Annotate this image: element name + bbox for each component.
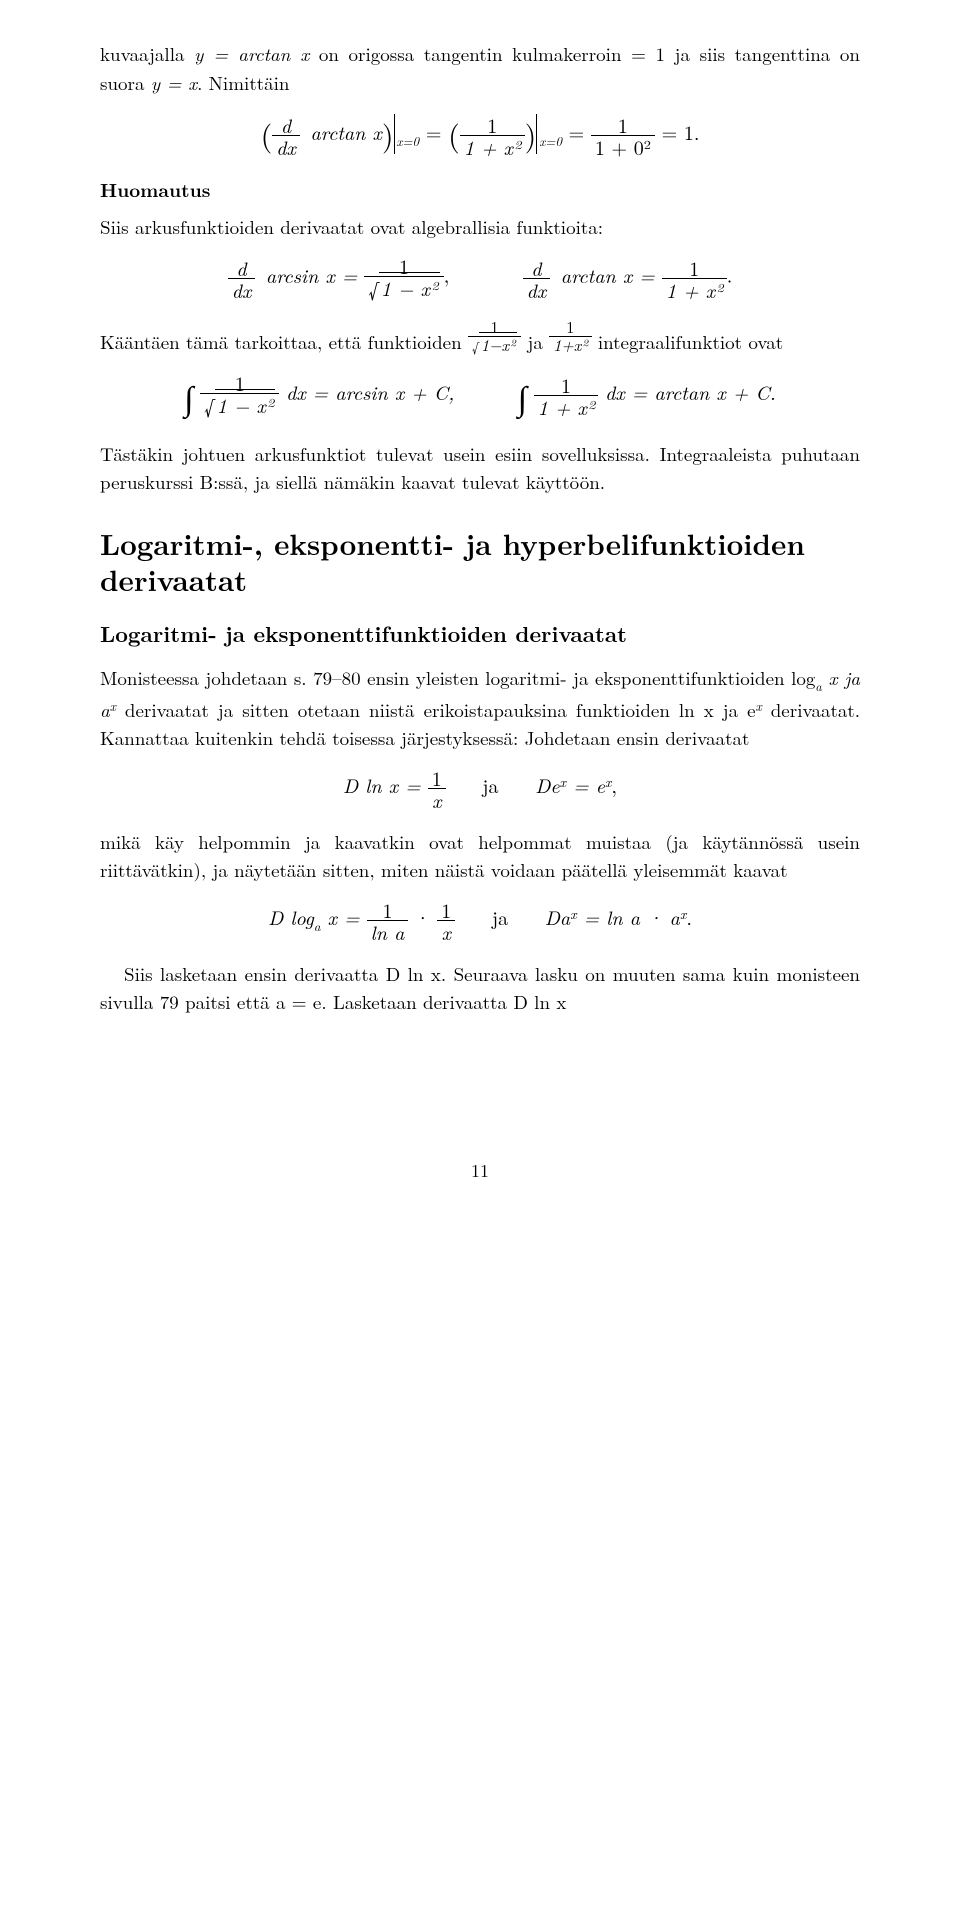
- eq1-den2: 1 + 0²: [591, 136, 655, 157]
- eq2a-arcsin: arcsin x =: [266, 260, 365, 289]
- para1-math-2: y = x: [151, 69, 197, 96]
- paragraph-1: kuvaajalla y = arctan x on origossa tang…: [100, 40, 860, 97]
- para6-text: mikä käy helpommin ja kaavatkin ovat hel…: [100, 828, 860, 884]
- eq1-arctan: arctan x: [310, 117, 381, 146]
- eq3a-sqrt: 1 − x²: [215, 389, 276, 419]
- eq4-den: x: [428, 789, 446, 810]
- eq4-comma: ,: [611, 770, 617, 799]
- section-title-text: Logaritmi-, eksponentti- ja hyperbelifun…: [100, 522, 805, 600]
- equation-3: ∫ 1√1 − x² dx = arcsin x + C, ∫ 11 + x² …: [100, 371, 860, 422]
- eq2a-dx: dx: [228, 279, 256, 300]
- para7-text: Siis lasketaan ensin derivaatta D ln x. …: [100, 960, 860, 1016]
- inline-frac2-den: 1+x²: [549, 337, 591, 354]
- eq5-sub-a: a: [314, 916, 321, 935]
- huomautus-heading: Huomautus: [100, 175, 860, 205]
- para5-text-c: derivaatat ja sitten otetaan niistä erik…: [116, 696, 756, 723]
- para2-text: Siis arkusfunktioiden derivaatat ovat al…: [100, 213, 603, 240]
- paragraph-4: Tästäkin johtuen arkusfunktiot tulevat u…: [100, 440, 860, 497]
- eq1-eq-a: =: [426, 117, 448, 146]
- eq1-x0-b: x=0: [539, 131, 562, 150]
- eq1-den1: 1 + x²: [460, 136, 525, 157]
- page-number: 11: [100, 1157, 860, 1184]
- eq5-a: D log: [268, 902, 314, 931]
- eq5-b: x =: [321, 902, 367, 931]
- paragraph-5: Monisteessa johdetaan s. 79–80 ensin yle…: [100, 664, 860, 753]
- eq1-dx: dx: [272, 136, 300, 157]
- eq5-den1: ln a: [367, 921, 409, 942]
- eq5-c: Da: [545, 902, 570, 931]
- eq5-den2: x: [437, 921, 455, 942]
- subsection-title: Logaritmi- ja eksponenttifunktioiden der…: [100, 617, 860, 650]
- paragraph-6: mikä käy helpommin ja kaavatkin ovat hel…: [100, 828, 860, 885]
- equation-5: D loga x = 1ln a · 1x ja Dax = ln a · ax…: [100, 899, 860, 942]
- para5-text-a: Monisteessa johdetaan s. 79–80 ensin yle…: [100, 664, 815, 691]
- para3-text-a: Kääntäen tämä tarkoittaa, että funktioid…: [100, 328, 468, 355]
- equation-1: (ddx arctan x)x=0 = (11 + x²)x=0 = 11 + …: [100, 111, 860, 157]
- eq4-b: De: [535, 770, 559, 799]
- para1-text-c: . Nimittäin: [197, 69, 289, 96]
- eq1-x0-a: x=0: [397, 131, 420, 150]
- eq2b-arctan: arctan x =: [561, 260, 662, 289]
- section-title: Logaritmi-, eksponentti- ja hyperbelifun…: [100, 525, 860, 598]
- eq4-c: = e: [566, 770, 605, 799]
- eq5-ja: ja: [492, 902, 508, 931]
- equation-2: ddx arcsin x = 1√1 − x², ddx arctan x = …: [100, 255, 860, 301]
- eq4-lhs: D ln x =: [343, 770, 428, 799]
- page-number-value: 11: [471, 1158, 489, 1183]
- equation-4: D ln x = 1x ja Dex = ex,: [100, 767, 860, 810]
- eq2a-sqrt: 1 − x²: [379, 272, 440, 302]
- eq2b-den: 1 + x²: [662, 279, 727, 300]
- eq5-d: = ln a · a: [577, 902, 680, 931]
- paragraph-3: Kääntäen tämä tarkoittaa, että funktioid…: [100, 319, 860, 356]
- paragraph-2: Siis arkusfunktioiden derivaatat ovat al…: [100, 213, 860, 242]
- eq5-dot: ·: [415, 902, 437, 931]
- eq4-ja: ja: [482, 770, 498, 799]
- inline-frac1-sqrt: 1−x²: [479, 332, 517, 356]
- eq3a-dx: dx = arcsin x + C,: [286, 377, 454, 406]
- paragraph-7: Siis lasketaan ensin derivaatta D ln x. …: [100, 960, 860, 1017]
- para1-text-a: kuvaajalla: [100, 40, 194, 67]
- para1-math-1: y = arctan x: [194, 40, 309, 67]
- eq3b-den: 1 + x²: [534, 396, 599, 417]
- subsection-title-text: Logaritmi- ja eksponenttifunktioiden der…: [100, 618, 627, 649]
- eq1-eq-b: =: [569, 117, 591, 146]
- para3-text-b: ja: [521, 328, 549, 355]
- page-container: kuvaajalla y = arctan x on origossa tang…: [0, 0, 960, 1244]
- eq3b-dx: dx = arctan x + C.: [605, 377, 776, 406]
- para3-text-c: integraalifunktiot ovat: [592, 328, 784, 355]
- eq5-period: .: [686, 902, 692, 931]
- huomautus-label: Huomautus: [100, 175, 210, 203]
- para4-text: Tästäkin johtuen arkusfunktiot tulevat u…: [100, 440, 860, 496]
- eq2b-dx: dx: [523, 279, 551, 300]
- eq1-one: = 1.: [662, 117, 700, 146]
